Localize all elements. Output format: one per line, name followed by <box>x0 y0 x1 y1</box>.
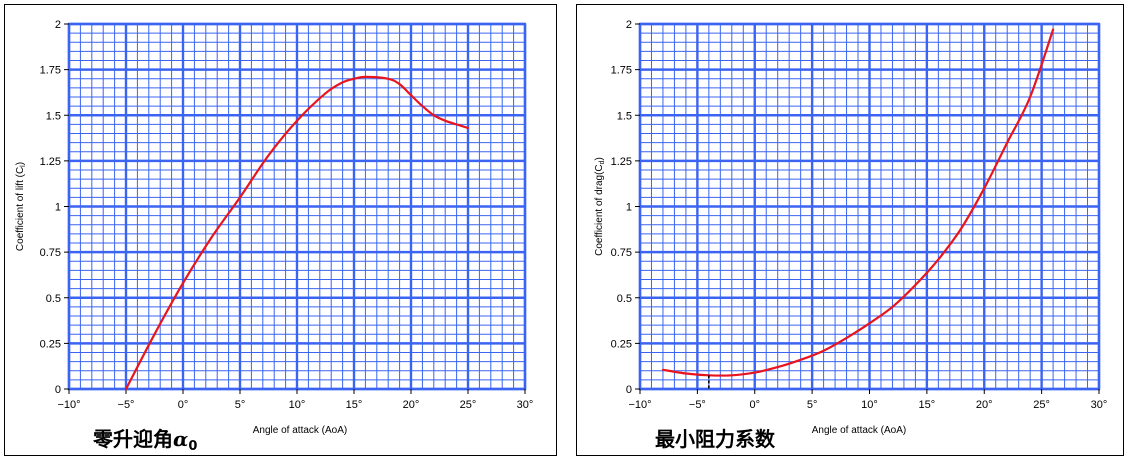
x-tick-label: 20° <box>976 399 993 411</box>
x-tick-label: 10° <box>289 399 306 411</box>
x-tick-label: 30° <box>1091 399 1108 411</box>
x-tick-label: 15° <box>919 399 936 411</box>
y-tick-label: 1 <box>55 202 61 214</box>
y-tick-label: 1 <box>626 202 632 214</box>
y-tick-label: 0.5 <box>617 293 632 305</box>
y-tick-label: 0.75 <box>40 247 61 259</box>
y-axis-label-main: Coefficient of lift (C <box>15 167 26 251</box>
y-tick-label: 2 <box>626 19 632 31</box>
x-tick-label: 5° <box>235 399 246 411</box>
x-tick-label: 0° <box>749 399 760 411</box>
y-tick-label: 0 <box>626 384 632 396</box>
x-tick-label: −5° <box>118 399 135 411</box>
caption-text: 零升迎角 <box>93 427 173 451</box>
x-tick-label: 25° <box>1033 399 1050 411</box>
series-line <box>661 28 1055 377</box>
y-axis-label: Coefficient of drag(Cd) <box>594 157 606 256</box>
x-tick-label: 20° <box>403 399 420 411</box>
x-axis-label: Angle of attack (AoA) <box>812 425 907 436</box>
y-axis-label-subscript: d <box>599 160 606 164</box>
y-tick-label: 0.25 <box>611 338 632 350</box>
y-axis-label-subscript: l <box>20 165 27 167</box>
y-tick-label: 0 <box>55 384 61 396</box>
x-tick-label: 30° <box>517 399 534 411</box>
grid <box>638 22 1101 391</box>
x-tick-label: 0° <box>178 399 189 411</box>
y-tick-label: 1.5 <box>617 110 632 122</box>
y-axis-label-tail: ) <box>15 162 26 165</box>
y-axis-label-main: Coefficient of drag(C <box>594 164 605 256</box>
x-axis-label: Angle of attack (AoA) <box>253 425 348 436</box>
y-tick-label: 1.25 <box>611 156 632 168</box>
alpha-symbol: α <box>173 427 189 451</box>
x-tick-label: −5° <box>689 399 706 411</box>
y-tick-label: 1.5 <box>46 110 61 122</box>
x-tick-label: −10° <box>57 399 80 411</box>
y-axis-label: Coefficient of lift (Cl) <box>15 162 27 251</box>
lift-coefficient-chart: −10° −5° 0° 5° 10° 15° 20° 25° 30° 0 0.25 0.5 0.75 1 1… <box>15 19 534 436</box>
caption-text: 最小阻力系数 <box>655 427 775 451</box>
min-drag-coefficient-caption: 最小阻力系数 <box>655 423 775 452</box>
series-line <box>124 75 470 391</box>
zero-lift-angle-caption: 零升迎角α0 <box>93 423 197 454</box>
x-tick-label: 25° <box>460 399 477 411</box>
x-tick-label: 15° <box>346 399 363 411</box>
y-tick-label: 0.75 <box>611 247 632 259</box>
x-tick-label: 10° <box>861 399 878 411</box>
drag-coefficient-chart: −10° −5° 0° 5° 10° 15° 20° 25° 30° 0 0.25 0.5 0.75 1 1… <box>594 19 1108 436</box>
grid <box>67 22 527 391</box>
y-tick-label: 1.75 <box>40 65 61 77</box>
y-axis-label-tail: ) <box>594 157 605 160</box>
x-tick-label: −10° <box>628 399 651 411</box>
y-tick-label: 0.25 <box>40 338 61 350</box>
x-tick-label: 5° <box>807 399 818 411</box>
lift-chart-panel: −10° −5° 0° 5° 10° 15° 20° 25° 30° 0 0.25 0.5 0.75 1 1… <box>4 4 557 456</box>
y-tick-label: 0.5 <box>46 293 61 305</box>
y-tick-label: 1.75 <box>611 65 632 77</box>
alpha-subscript: 0 <box>188 439 198 454</box>
y-tick-label: 1.25 <box>40 156 61 168</box>
y-tick-label: 2 <box>55 19 61 31</box>
drag-chart-panel: −10° −5° 0° 5° 10° 15° 20° 25° 30° 0 0.25 0.5 0.75 1 1… <box>576 4 1124 456</box>
